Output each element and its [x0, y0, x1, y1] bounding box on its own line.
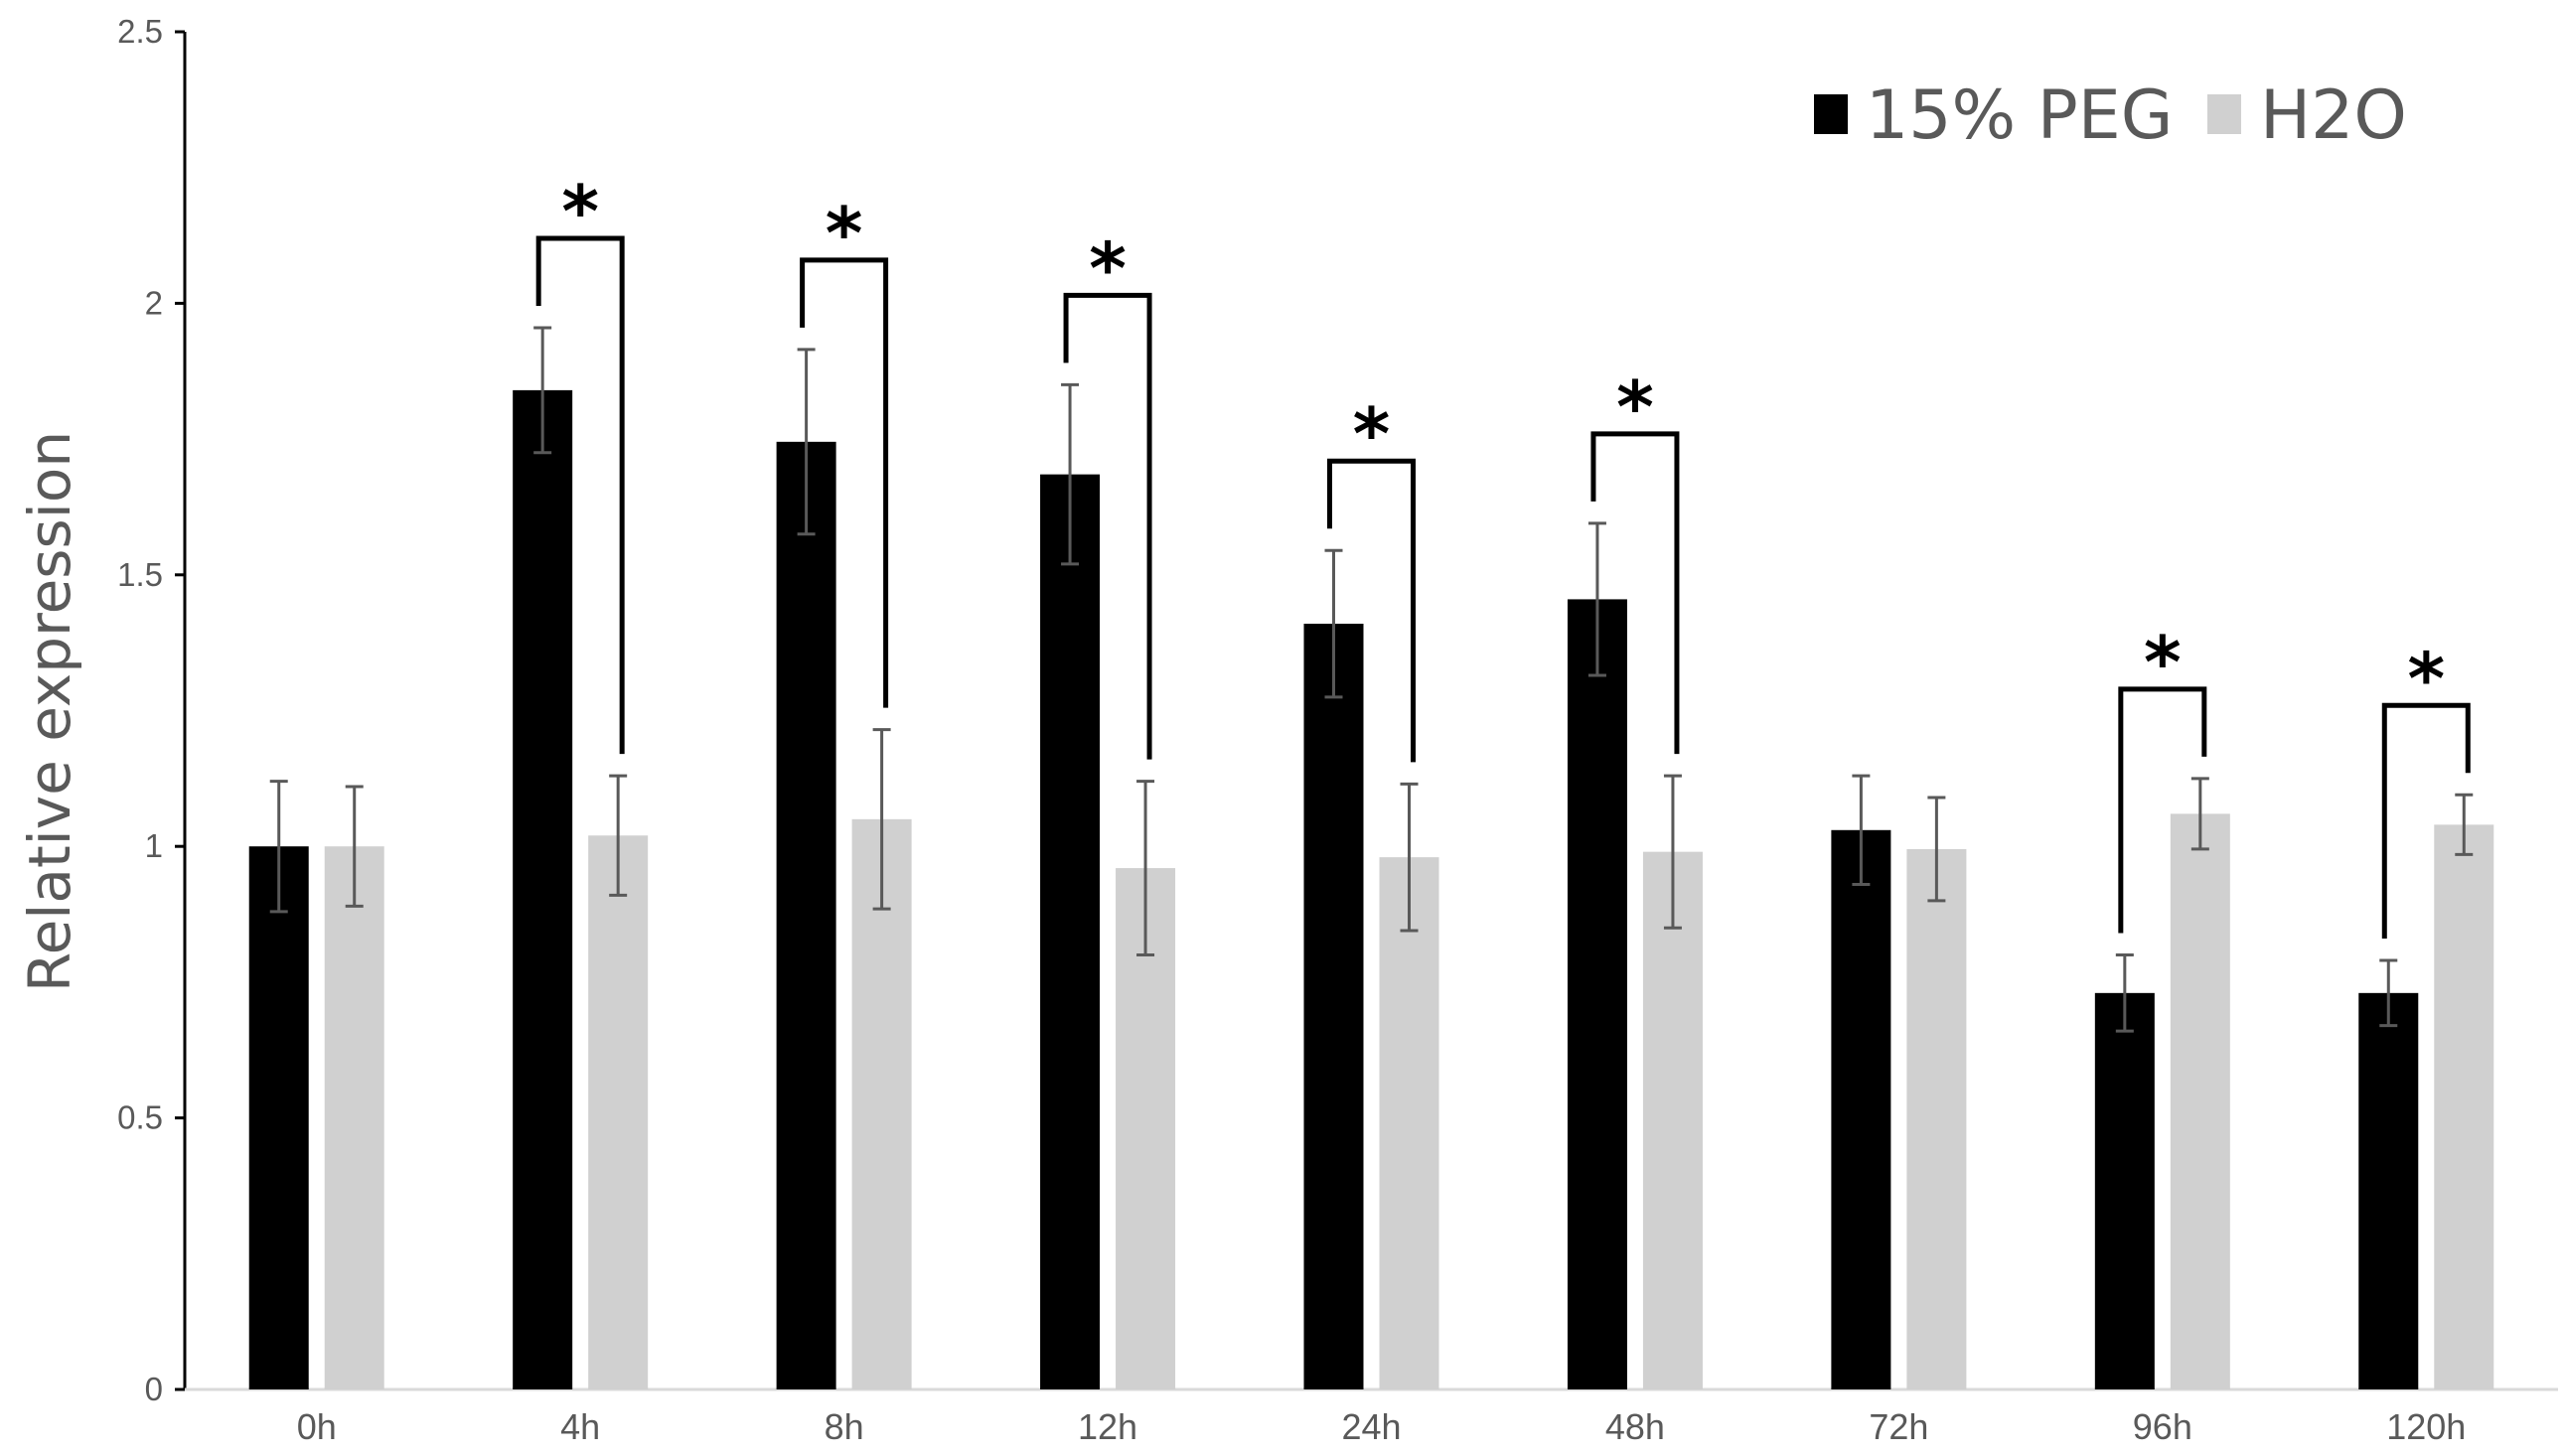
bar-peg-8h	[776, 441, 836, 1390]
y-tick-label: 2.5	[117, 13, 163, 50]
x-tick-label: 12h	[1078, 1406, 1137, 1447]
bar-h2o-8h	[851, 818, 912, 1389]
legend-swatch-h2o	[2207, 94, 2241, 134]
x-tick-label: 4h	[560, 1406, 600, 1447]
bar-h2o-4h	[588, 835, 649, 1389]
y-tick-label: 0.5	[117, 1099, 163, 1136]
y-tick-label: 1	[145, 827, 163, 864]
bar-peg-96h	[2094, 992, 2155, 1389]
bar-h2o-72h	[1906, 848, 1967, 1389]
y-tick-label: 2	[145, 284, 163, 321]
significance-star: *	[1616, 365, 1654, 449]
bar-h2o-48h	[1642, 851, 1703, 1389]
significance-bracket	[1063, 292, 1152, 760]
x-tick-label: 8h	[825, 1406, 864, 1447]
significance-bracket	[2381, 702, 2471, 940]
y-tick-label: 1.5	[117, 556, 163, 593]
legend-label-h2o: H2O	[2260, 76, 2407, 155]
significance-star: *	[2407, 637, 2445, 720]
legend-swatch-peg	[1814, 94, 1848, 134]
bar-h2o-96h	[2170, 813, 2230, 1389]
bar-peg-4h	[513, 389, 573, 1389]
x-tick-label: 24h	[1341, 1406, 1401, 1447]
y-axis-title: Relative expression	[16, 431, 83, 992]
significance-bracket	[800, 257, 889, 708]
bar-h2o-24h	[1379, 857, 1439, 1389]
bar-peg-0h	[248, 846, 309, 1389]
bar-h2o-120h	[2434, 824, 2494, 1389]
significance-star: *	[826, 192, 863, 275]
significance-bracket	[1327, 458, 1416, 763]
x-tick-label: 0h	[297, 1406, 337, 1447]
bar-peg-72h	[1831, 829, 1891, 1389]
y-tick-label: 0	[145, 1371, 163, 1407]
significance-star: *	[561, 170, 599, 253]
significance-star: *	[1353, 392, 1391, 476]
bar-peg-12h	[1040, 474, 1101, 1390]
bar-peg-24h	[1303, 624, 1364, 1389]
bar-peg-120h	[2358, 992, 2419, 1389]
significance-bracket	[1590, 431, 1680, 755]
significance-star: *	[1089, 226, 1127, 310]
x-tick-label: 96h	[2133, 1406, 2192, 1447]
significance-star: *	[2144, 621, 2182, 704]
significance-bracket	[535, 235, 625, 755]
x-tick-label: 48h	[1605, 1406, 1665, 1447]
x-tick-label: 72h	[1869, 1406, 1928, 1447]
significance-bracket	[2118, 686, 2207, 934]
bar-h2o-0h	[324, 846, 384, 1389]
bar-peg-48h	[1567, 599, 1627, 1389]
x-tick-label: 120h	[2386, 1406, 2466, 1447]
legend-label-peg: 15% PEG	[1866, 76, 2173, 155]
